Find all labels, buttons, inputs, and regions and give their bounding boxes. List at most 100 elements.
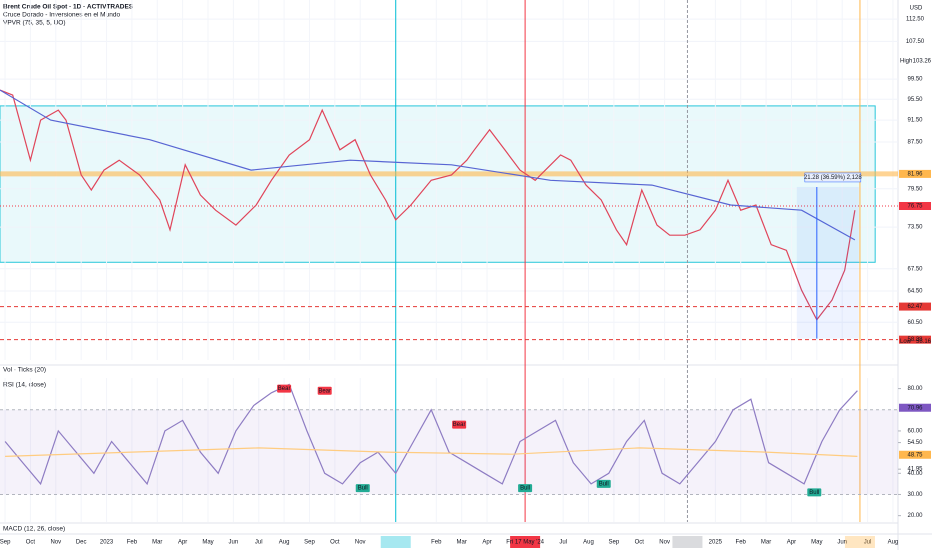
price-label-value: 103.26 <box>913 59 932 65</box>
y-tick-label: 30.00 <box>907 492 923 498</box>
price-line <box>0 89 856 241</box>
x-tick-label: Nov <box>355 540 366 546</box>
price-tag <box>899 169 931 178</box>
x-tick-label: Apr <box>787 540 796 546</box>
subtitle: Cruce Dorado - Inversiones en el Mundo <box>3 12 120 19</box>
signal-label: Bear <box>278 386 291 392</box>
x-tick-label: Mar <box>457 540 467 546</box>
signal-label: Bull <box>358 486 368 492</box>
x-tick-label: Mar <box>152 540 162 546</box>
signal-marker <box>355 484 370 493</box>
x-tick-label: Aug <box>583 540 594 546</box>
signal-marker <box>317 386 332 395</box>
x-tick-label: 2023 <box>100 540 114 546</box>
signal-marker <box>596 479 611 488</box>
y-tick-label: 112.50 <box>906 17 925 23</box>
x-tick-label: May <box>811 540 822 546</box>
indicator: VPVR (75, 35, 5, UO) <box>3 20 66 27</box>
price-tag-label: 76.75 <box>907 204 923 210</box>
signal-label: Bear <box>453 422 466 428</box>
value-tag-label: 70.96 <box>907 405 923 411</box>
y-tick-label: 41.95 <box>907 467 923 473</box>
range-box <box>0 105 876 263</box>
price-tag-label: 58.38 <box>907 337 923 343</box>
x-tick-label: Feb <box>127 540 138 546</box>
date-highlight-label: Fri 17 May '24 <box>506 540 544 546</box>
y-tick-label: 20.00 <box>907 513 923 519</box>
y-tick-label: 99.50 <box>907 77 923 83</box>
x-tick-label: Jul <box>255 540 263 546</box>
y-tick-label: 91.50 <box>907 118 923 124</box>
y-tick-label: 60.00 <box>907 429 923 435</box>
value-tag <box>899 403 931 412</box>
x-tick-label: Oct <box>635 540 645 546</box>
price-line <box>0 89 856 321</box>
signal-marker <box>518 484 533 493</box>
measure-label-box <box>804 172 862 183</box>
x-tick-label: Jun <box>229 540 239 546</box>
y-tick-label: 67.50 <box>907 266 923 272</box>
x-tick-label: Feb <box>431 540 442 546</box>
signal-label: Bull <box>520 486 530 492</box>
x-tick-label: Apr <box>178 540 187 546</box>
x-tick-label: May <box>202 540 213 546</box>
x-tick-label: Dec <box>76 540 87 546</box>
price-label-name: High <box>900 59 912 65</box>
y-tick-label: 79.50 <box>907 186 923 192</box>
signal-marker <box>452 420 467 429</box>
pane-title: RSI (14, close) <box>3 382 46 389</box>
x-tick-label: 2025 <box>709 540 723 546</box>
price-tag <box>899 201 931 210</box>
y-tick-label: 87.50 <box>907 140 923 146</box>
date-highlight <box>510 536 541 548</box>
value-tag-label: 48.75 <box>907 452 923 458</box>
y-tick-label: 40.00 <box>907 471 923 477</box>
price-label-name: Low <box>900 339 912 345</box>
x-tick-label: Oct <box>26 540 36 546</box>
x-tick-label: Sep <box>609 540 620 546</box>
chart-title: Brent Crude Oil Spot · 1D · ACTIVTRADES <box>3 4 134 11</box>
price-tag-label: 81.96 <box>907 171 923 177</box>
x-tick-label: Oct <box>330 540 340 546</box>
signal-label: Bull <box>599 481 609 487</box>
date-highlight <box>672 536 703 548</box>
x-tick-label: Nov <box>50 540 61 546</box>
price-tag-label: 62.47 <box>907 304 923 310</box>
date-highlight <box>380 536 411 548</box>
y-tick-label: 107.50 <box>906 39 925 45</box>
x-tick-label: Nov <box>659 540 670 546</box>
y-tick-label: 60.50 <box>907 320 923 326</box>
x-tick-label: Mar <box>761 540 771 546</box>
x-tick-label: Aug <box>279 540 290 546</box>
x-tick-label: Aug <box>888 540 899 546</box>
currency: USD <box>910 6 923 12</box>
signal-marker <box>277 384 292 393</box>
y-tick-label: 95.50 <box>907 97 923 103</box>
x-tick-label: Jul <box>559 540 567 546</box>
y-tick-label: 80.00 <box>907 386 923 392</box>
price-label-value: 58.16 <box>916 339 932 345</box>
rsi-line <box>4 383 858 486</box>
x-tick-label: Apr <box>482 540 491 546</box>
x-tick-label: Feb <box>736 540 747 546</box>
x-tick-label: Sep <box>304 540 315 546</box>
signal-marker <box>807 488 822 497</box>
rsi-line <box>5 447 858 457</box>
pane-title: Vol · Ticks (20) <box>3 367 46 374</box>
value-tag <box>899 450 931 459</box>
y-tick-label: 73.50 <box>907 225 923 231</box>
price-tag <box>899 335 931 344</box>
y-tick-label: 64.50 <box>907 289 923 295</box>
signal-label: Bull <box>809 490 819 496</box>
pane-title: MACD (12, 26, close) <box>3 526 65 533</box>
measure-label: 21.28 (36.59%) 2,128 <box>804 175 862 181</box>
x-tick-label: Jun <box>837 540 847 546</box>
signal-label: Bear <box>318 388 331 394</box>
measure-area <box>796 186 859 339</box>
price-tag <box>899 302 931 311</box>
y-tick-label: 54.50 <box>907 440 923 446</box>
x-tick-label: Sep <box>0 540 11 546</box>
date-highlight <box>844 536 875 548</box>
